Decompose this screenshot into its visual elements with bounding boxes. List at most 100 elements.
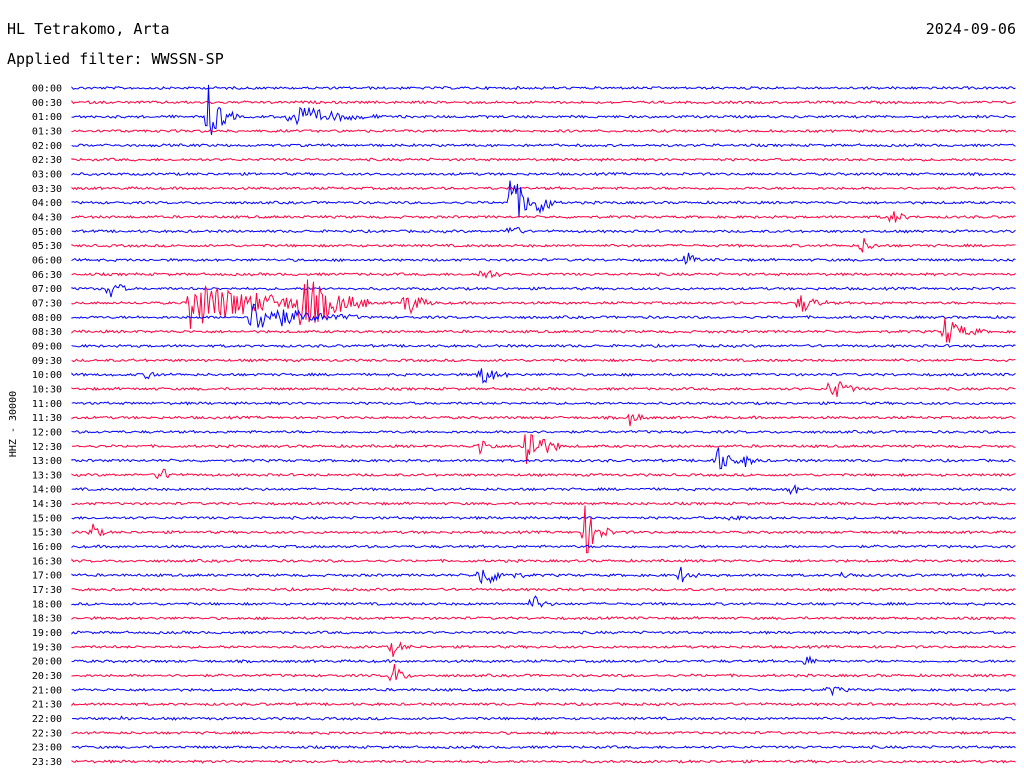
seismic-trace-row (71, 447, 1016, 470)
row-time-label: 00:30 (32, 98, 62, 109)
seismic-trace-row (71, 279, 1016, 329)
seismic-trace-row (71, 252, 1016, 265)
row-time-label: 09:30 (32, 356, 62, 367)
row-time-label: 13:00 (32, 456, 62, 467)
seismic-trace-row (71, 157, 1016, 162)
seismic-trace-row (71, 759, 1016, 764)
row-time-label: 18:30 (32, 614, 62, 625)
row-time-label: 08:00 (32, 313, 62, 324)
seismic-trace-row (71, 655, 1016, 665)
seismic-trace-row (71, 180, 1016, 218)
row-time-label: 00:00 (32, 84, 62, 95)
row-time-label: 02:30 (32, 155, 62, 166)
station-title: HL Tetrakomo, Arta (7, 20, 170, 38)
row-time-label: 15:00 (32, 513, 62, 524)
row-time-label: 06:30 (32, 270, 62, 281)
row-time-label: 14:30 (32, 499, 62, 510)
seismic-trace-row (71, 238, 1016, 253)
seismic-trace-row (71, 616, 1016, 621)
row-time-label: 01:00 (32, 112, 62, 123)
seismic-trace-row (71, 186, 1016, 191)
row-time-label: 16:30 (32, 556, 62, 567)
row-time-label: 12:30 (32, 442, 62, 453)
seismic-trace-row (71, 587, 1016, 592)
row-time-label: 15:30 (32, 528, 62, 539)
row-time-label: 05:00 (32, 227, 62, 238)
seismic-trace-row (71, 595, 1016, 608)
row-time-label: 10:30 (32, 384, 62, 395)
seismic-trace-row (71, 270, 1016, 279)
seismic-trace-row (71, 343, 1016, 349)
row-time-label: 19:30 (32, 642, 62, 653)
row-time-label: 12:00 (32, 427, 62, 438)
row-time-label: 20:00 (32, 657, 62, 668)
row-time-label: 14:00 (32, 485, 62, 496)
seismic-trace-row (71, 433, 1016, 464)
seismic-trace-row (71, 84, 1016, 135)
seismic-trace-row (71, 483, 1016, 496)
row-time-label: 22:00 (32, 714, 62, 725)
seismic-trace-row (71, 468, 1016, 480)
seismic-trace-row (71, 730, 1016, 736)
seismic-trace-row (71, 429, 1016, 434)
seismic-trace-row (71, 211, 1016, 223)
row-time-label: 05:30 (32, 241, 62, 252)
row-time-label: 21:00 (32, 685, 62, 696)
row-time-label: 22:30 (32, 728, 62, 739)
row-time-label: 21:30 (32, 700, 62, 711)
seismic-trace-row (71, 641, 1016, 657)
seismic-trace-row (71, 501, 1016, 506)
seismic-trace-row (71, 544, 1016, 549)
seismic-trace-row (71, 380, 1016, 398)
y-axis-label: HHZ - 30000 (8, 391, 19, 457)
seismic-trace-row (71, 368, 1016, 384)
row-time-label: 17:30 (32, 585, 62, 596)
seismic-trace-row (71, 303, 1016, 328)
seismic-trace-row (71, 284, 1016, 298)
seismic-trace-row (71, 171, 1016, 177)
seismic-trace-row (71, 128, 1016, 134)
seismic-trace-row (71, 143, 1016, 148)
seismic-trace-row (71, 715, 1016, 721)
row-time-label: 07:30 (32, 298, 62, 309)
seismic-trace-row (71, 566, 1016, 585)
seismic-trace-row (71, 664, 1016, 682)
seismic-trace-row (71, 226, 1016, 234)
seismic-trace-row (71, 505, 1016, 554)
row-time-label: 01:30 (32, 126, 62, 137)
row-time-label: 03:00 (32, 169, 62, 180)
row-time-label: 11:00 (32, 399, 62, 410)
seismic-trace-row (71, 686, 1016, 697)
date-label: 2024-09-06 (925, 20, 1016, 38)
row-time-label: 19:00 (32, 628, 62, 639)
row-time-label: 04:30 (32, 212, 62, 223)
row-time-label: 17:00 (32, 571, 62, 582)
row-time-label: 04:00 (32, 198, 62, 209)
seismic-trace-row (71, 514, 1016, 521)
filter-label: Applied filter: WWSSN-SP (7, 50, 224, 68)
row-time-label: 08:30 (32, 327, 62, 338)
seismic-trace-row (71, 558, 1016, 564)
row-time-label: 03:30 (32, 184, 62, 195)
row-time-label: 09:00 (32, 341, 62, 352)
seismic-trace-row (71, 401, 1016, 406)
row-time-label: 13:30 (32, 470, 62, 481)
seismic-trace-row (71, 701, 1016, 707)
seismic-trace-row (71, 358, 1016, 363)
seismic-trace-row (71, 744, 1016, 750)
row-time-label: 23:00 (32, 743, 62, 754)
seismic-trace-row (71, 317, 1016, 343)
row-time-label: 11:30 (32, 413, 62, 424)
row-time-label: 07:00 (32, 284, 62, 295)
row-time-label: 06:00 (32, 255, 62, 266)
seismic-trace-row (71, 630, 1016, 635)
row-time-label: 23:30 (32, 757, 62, 768)
row-time-label: 02:00 (32, 141, 62, 152)
row-time-label: 10:00 (32, 370, 62, 381)
row-time-label: 20:30 (32, 671, 62, 682)
row-time-label: 18:00 (32, 599, 62, 610)
row-time-label: 16:00 (32, 542, 62, 553)
seismic-trace-row (71, 412, 1016, 427)
seismic-trace-row (71, 85, 1016, 91)
